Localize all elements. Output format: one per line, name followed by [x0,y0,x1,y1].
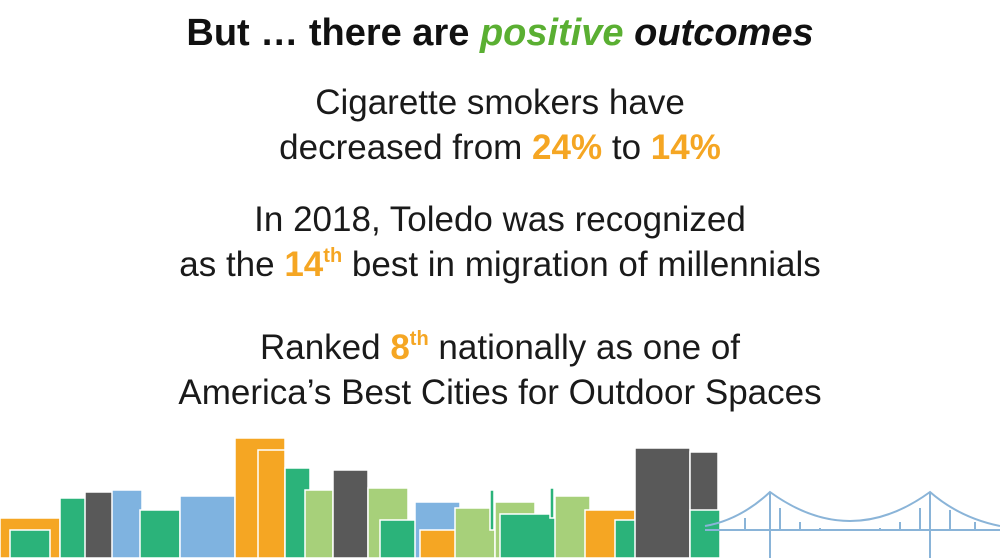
text: decreased from [279,128,523,167]
text: nationally as one of [438,328,741,367]
suffix: th [409,328,429,350]
rank: 14 [284,245,324,284]
text: best in migration of millennials [351,245,821,284]
text: Ranked [259,328,381,367]
text: In 2018, Toledo was recognized [254,200,746,239]
highlight: 8th [390,328,428,367]
title-tail: outcomes [634,12,814,54]
fact-2: In 2018, Toledo was recognized as the 14… [0,197,1000,287]
text: America’s Best Cities for Outdoor Spaces [178,373,822,412]
text: to [611,128,642,167]
highlight: 24% [532,128,603,167]
title-highlight: positive [479,12,624,54]
rank: 8 [390,328,410,367]
text: Cigarette smokers have [315,83,685,122]
title-lead: But … there are [186,12,470,54]
fact-3: Ranked 8th nationally as one of America’… [0,325,1000,415]
highlight: 14th [284,245,342,284]
fact-1: Cigarette smokers have decreased from 24… [0,80,1000,170]
title: But … there are positive outcomes [0,12,1000,55]
text: as the [179,245,275,284]
skyline [0,437,1000,558]
suffix: th [323,245,343,267]
highlight: 14% [650,128,721,167]
